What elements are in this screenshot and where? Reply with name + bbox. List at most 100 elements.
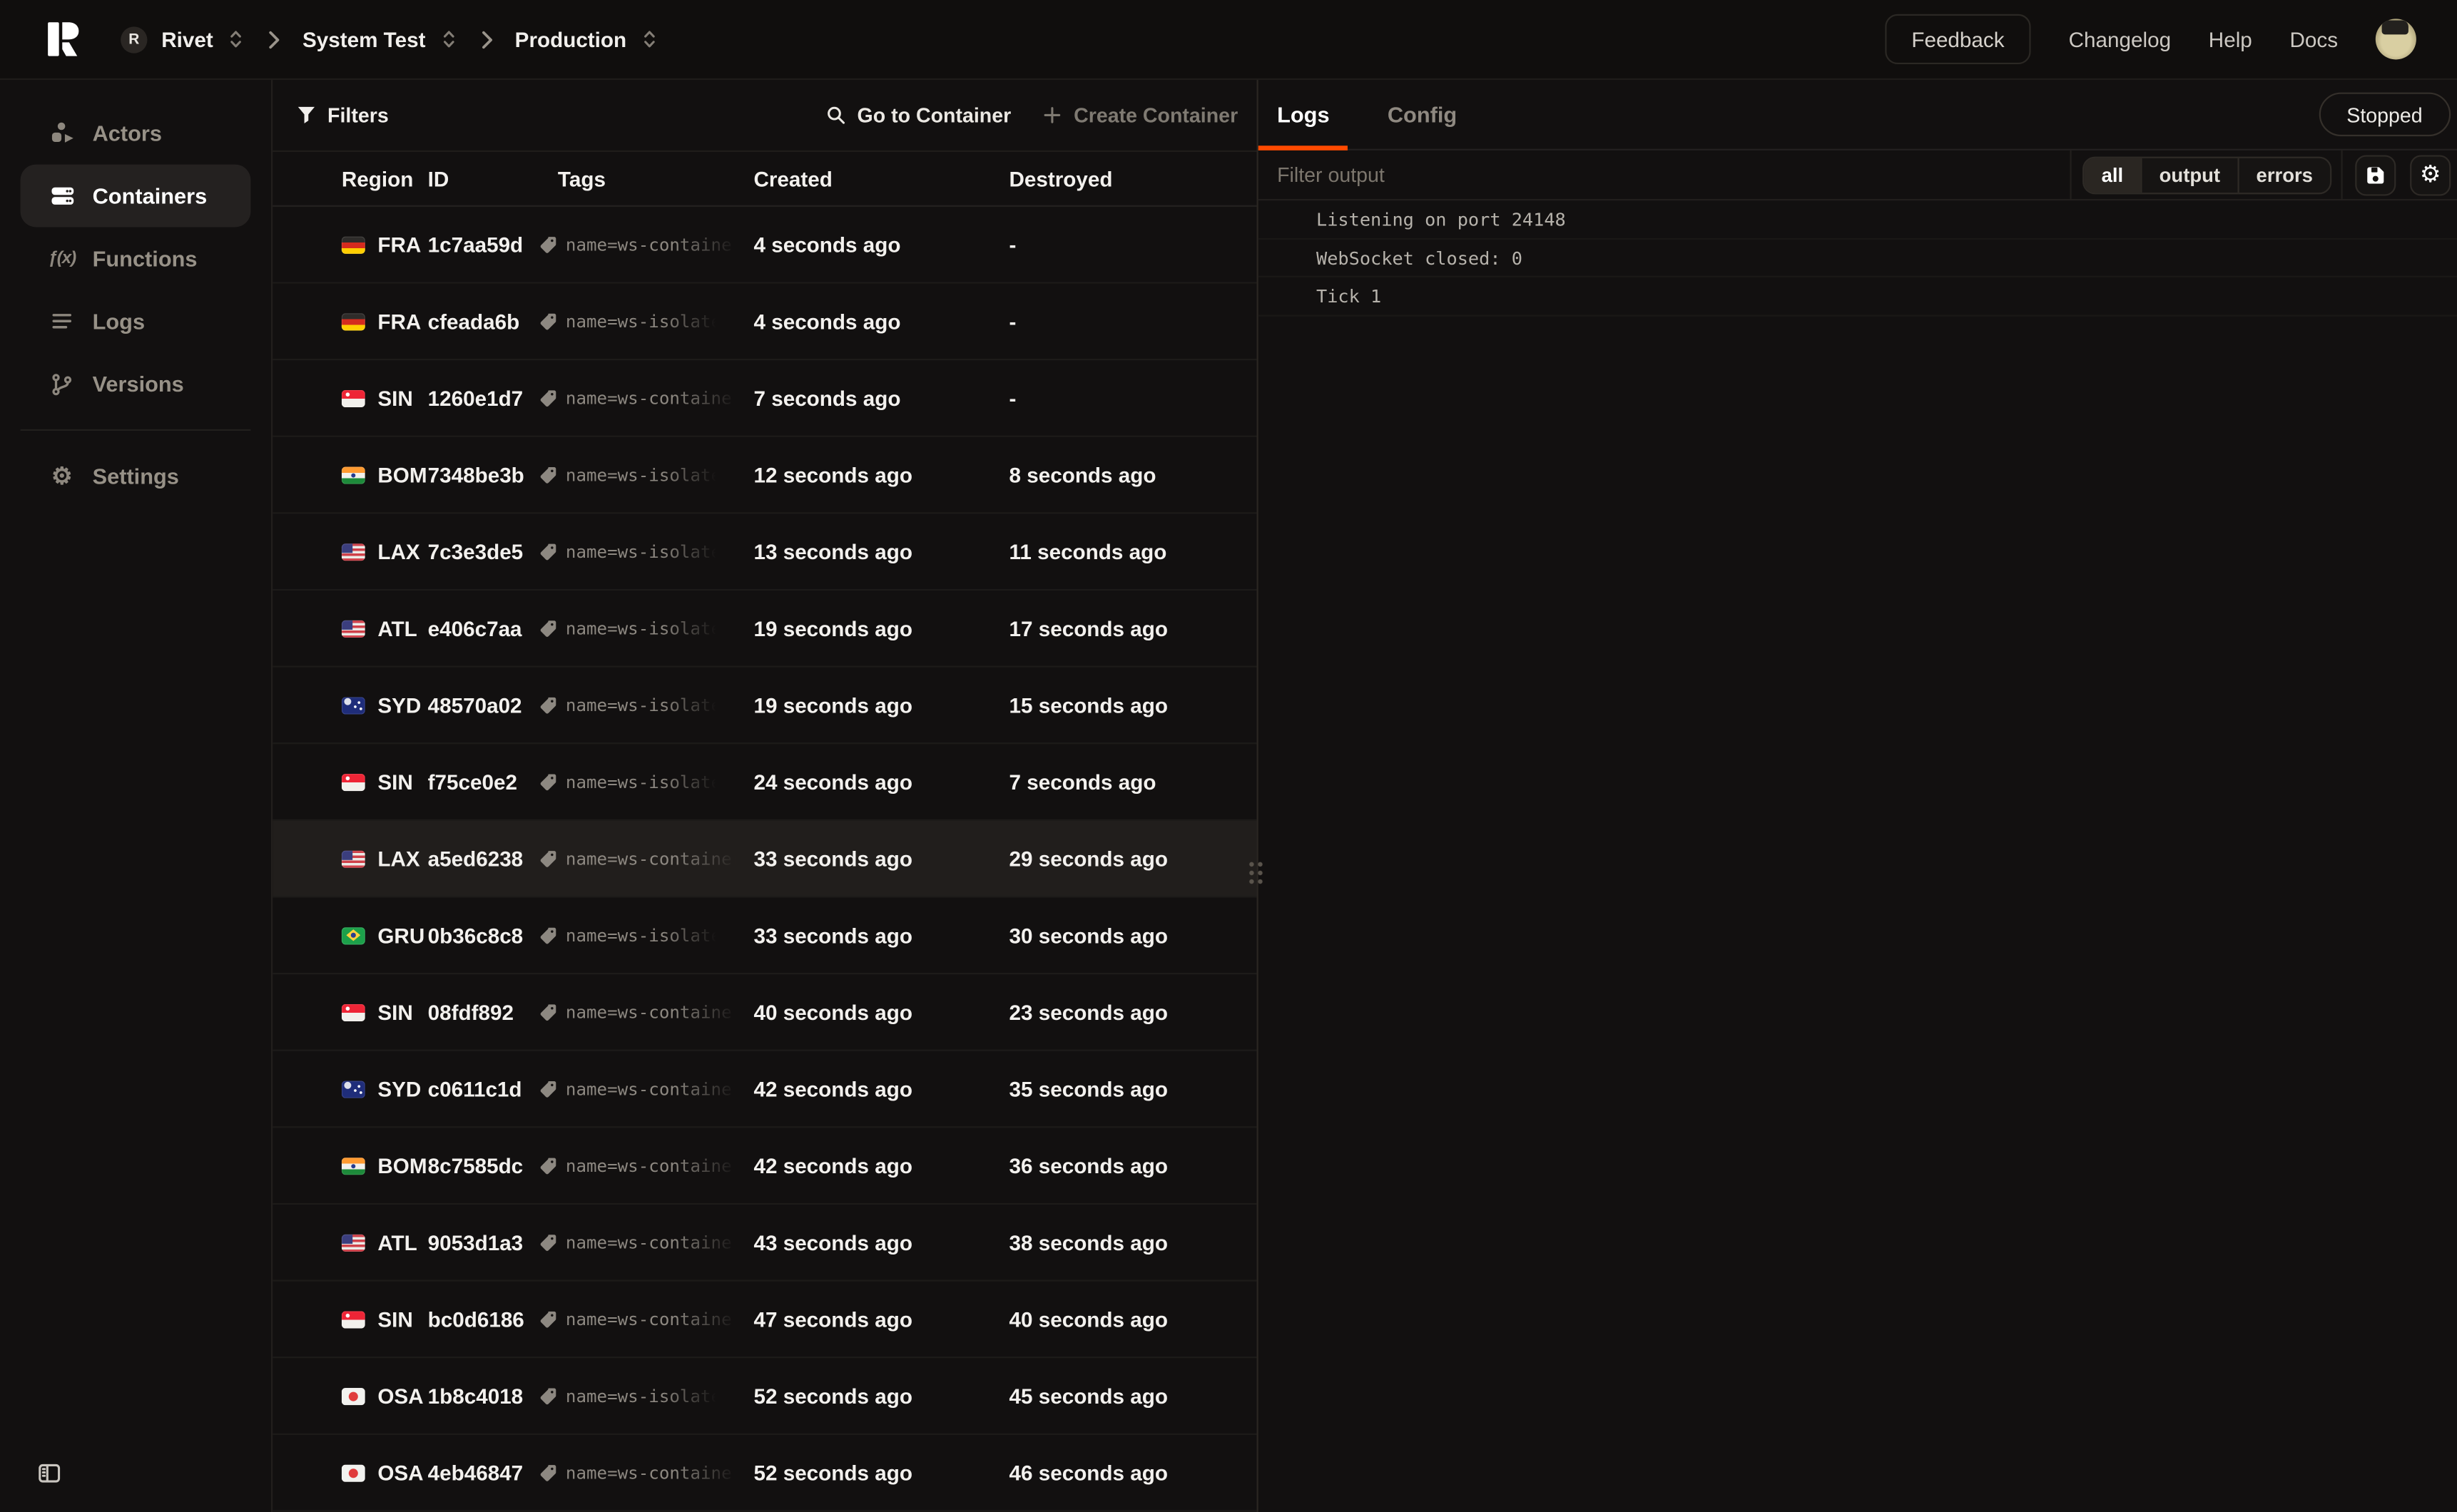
sg-flag-icon [341,1310,365,1328]
containers-toolbar: Filters Go to Container Create Container [273,80,1257,153]
sidebar-collapse-button[interactable] [38,1461,61,1484]
log-filter-errors[interactable]: errors [2237,157,2330,193]
tags-cell: name=ws-container [539,1232,754,1252]
sidebar-item-containers[interactable]: Containers [20,164,251,228]
table-row[interactable]: SYD c0611c1d name=ws-container 42 second… [273,1051,1257,1128]
sidebar-item-settings[interactable]: ⚙ Settings [21,445,251,508]
tag-icon [539,542,558,561]
column-header-tags: Tags [557,166,606,190]
table-row[interactable]: LAX a5ed6238 name=ws-container 33 second… [273,820,1257,898]
feedback-button[interactable]: Feedback [1884,14,2031,65]
table-row[interactable]: GRU 0b36c8c8 name=ws-isolate 33 seconds … [273,898,1257,975]
table-row[interactable]: LAX 7c3e3de5 name=ws-isolate 13 seconds … [273,514,1257,591]
table-row[interactable]: FRA cfeada6b name=ws-isolate 4 seconds a… [273,284,1257,361]
chevrons-up-down-icon[interactable] [641,29,658,51]
sg-flag-icon [341,389,365,407]
table-header: Region ID Tags Created Destroyed [273,152,1257,207]
table-row[interactable]: BOM 7348be3b name=ws-isolate 12 seconds … [273,437,1257,514]
region-code: FRA [377,233,422,257]
go-to-container-button[interactable]: Go to Container [826,103,1011,127]
container-id: e406c7aa [427,616,522,640]
sidebar-item-functions[interactable]: ƒ(x) Functions [21,227,251,290]
create-container-button[interactable]: Create Container [1042,103,1238,127]
table-row[interactable]: SIN f75ce0e2 name=ws-isolate 24 seconds … [273,744,1257,821]
table-row[interactable]: SYD 48570a02 name=ws-isolate 19 seconds … [273,668,1257,745]
table-row[interactable]: SIN 1260e1d7 name=ws-container 7 seconds… [273,360,1257,437]
tab-config[interactable]: Config [1387,101,1458,127]
sidebar-item-actors[interactable]: Actors [21,102,251,165]
sidebar-item-logs[interactable]: Logs [21,290,251,352]
destroyed-cell: - [1009,309,1017,333]
tag-icon [539,926,558,944]
save-icon [2364,164,2386,186]
log-line: Tick 1 [1258,278,2457,317]
search-icon [826,105,847,126]
filters-button[interactable]: Filters [296,103,389,127]
log-filter-output[interactable]: output [2140,157,2237,193]
sg-flag-icon [341,1003,365,1021]
log-filter-all[interactable]: all [2084,157,2141,193]
tag-icon [539,1309,558,1328]
region-code: LAX [377,539,420,563]
logs-filterbar: Filter output all output errors [1258,150,2457,201]
de-flag-icon [341,312,365,330]
toolbar-actions: Go to Container Create Container [826,103,1238,127]
tag-text: name=ws-isolate [565,924,722,946]
tags-cell: name=ws-container [539,1155,754,1175]
table-row[interactable]: FRA 1c7aa59d name=ws-container 4 seconds… [273,207,1257,284]
containers-panel: Filters Go to Container Create Container [273,80,1258,1512]
filter-output-input[interactable]: Filter output [1277,163,1385,187]
tags-cell: name=ws-container [539,1462,754,1483]
logs-panel: Logs Config Stopped Filter output all out… [1258,80,2457,1512]
tag-icon [539,619,558,638]
tag-text: name=ws-container [565,234,741,255]
log-output: Listening on port 24148 WebSocket closed:… [1258,200,2457,1512]
functions-icon: ƒ(x) [48,249,76,268]
table-row[interactable]: ATL 9053d1a3 name=ws-container 43 second… [273,1205,1257,1282]
log-level-section: all output errors [2070,150,2341,199]
chevrons-up-down-icon[interactable] [439,29,457,51]
breadcrumb-environment[interactable]: Production [515,27,658,51]
us-flag-icon [341,619,365,637]
chevrons-up-down-icon[interactable] [228,29,245,51]
tags-cell: name=ws-isolate [539,541,754,561]
region-code: LAX [377,847,420,871]
breadcrumb-project[interactable]: System Test [302,27,457,51]
log-actions-section: ⚙ [2341,150,2457,199]
region-cell: SIN [341,770,428,793]
container-id: a5ed6238 [427,847,524,871]
container-id: 9053d1a3 [427,1230,524,1255]
panel-resize-handle[interactable] [1247,859,1265,887]
region-cell: SYD [341,693,428,717]
user-avatar[interactable] [2375,19,2416,60]
sidebar-item-versions[interactable]: Versions [21,352,251,415]
docs-link[interactable]: Docs [2289,27,2339,51]
table-row[interactable]: ATL e406c7aa name=ws-isolate 19 seconds … [273,591,1257,668]
table-row[interactable]: OSA 4eb46847 name=ws-container 52 second… [273,1435,1257,1512]
table-row[interactable]: SIN 08fdf892 name=ws-container 40 second… [273,974,1257,1051]
rivet-logo-icon[interactable] [47,21,80,58]
tag-text: name=ws-isolate [565,771,722,792]
tag-text: name=ws-container [565,848,741,869]
table-row[interactable]: OSA 1b8c4018 name=ws-isolate 52 seconds … [273,1358,1257,1435]
help-link[interactable]: Help [2208,27,2252,51]
breadcrumb-org[interactable]: R Rivet [121,26,245,53]
created-cell: 42 seconds ago [753,1077,912,1100]
table-row[interactable]: BOM 8c7585dc name=ws-container 42 second… [273,1128,1257,1205]
changelog-link[interactable]: Changelog [2068,27,2172,51]
plus-icon [1042,105,1063,126]
table-row[interactable]: SIN bc0d6186 name=ws-container 47 second… [273,1282,1257,1359]
log-line: WebSocket closed: 0 [1258,239,2457,278]
destroyed-cell: 46 seconds ago [1009,1461,1168,1485]
chevron-right-icon [476,27,497,51]
jp-flag-icon [341,1386,365,1405]
region-cell: BOM [341,463,428,486]
tab-logs[interactable]: Logs [1258,80,1349,150]
destroyed-cell: 36 seconds ago [1009,1153,1168,1178]
tag-icon [539,1079,558,1098]
save-logs-button[interactable] [2355,154,2396,195]
region-cell: BOM [341,1154,428,1178]
region-cell: FRA [341,310,428,333]
log-settings-button[interactable]: ⚙ [2410,154,2451,195]
tags-cell: name=ws-isolate [539,925,754,946]
